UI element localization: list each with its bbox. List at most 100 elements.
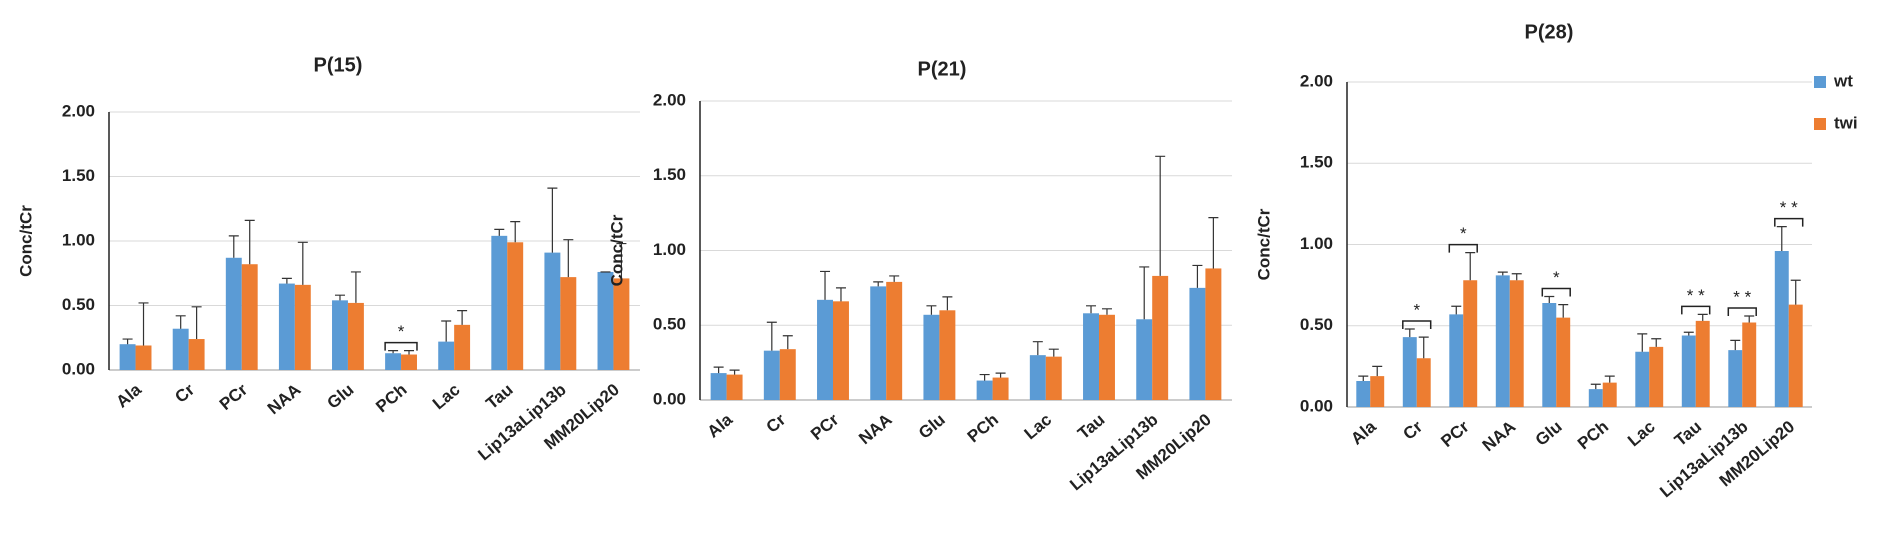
significance-bracket: [384, 341, 418, 351]
error-bar: [1086, 305, 1097, 314]
significance-label: * *: [1687, 286, 1705, 305]
bar: [1029, 355, 1046, 400]
bar: [1742, 322, 1757, 407]
error-bar: [281, 277, 292, 284]
x-tick-label: Glu: [1532, 417, 1566, 450]
bar: [1449, 314, 1464, 407]
error-bar: [1511, 273, 1522, 281]
significance-bracket: [1774, 217, 1804, 227]
significance-label: *: [1413, 300, 1420, 319]
error-bar: [563, 239, 574, 278]
error-bar: [1372, 365, 1383, 377]
error-bar: [510, 221, 521, 243]
bar: [1416, 358, 1431, 407]
x-tick-label: Lac: [1021, 410, 1056, 443]
x-tick-label: Glu: [915, 410, 949, 443]
bar: [347, 302, 364, 370]
bar: [1728, 350, 1743, 407]
error-bar: [835, 287, 846, 302]
error-bar: [979, 373, 990, 381]
x-tick-label: Cr: [171, 380, 198, 407]
significance-label: *: [1553, 268, 1560, 287]
x-tick-label: NAA: [855, 410, 895, 448]
y-tick-label: 0.00: [1300, 396, 1333, 415]
bar: [1649, 346, 1664, 407]
bar: [1205, 268, 1222, 400]
significance-label: *: [1460, 224, 1467, 243]
x-tick-label: NAA: [264, 380, 304, 418]
bar: [225, 257, 242, 370]
bar: [1045, 356, 1062, 400]
x-tick-label: Tau: [1074, 410, 1108, 443]
significance-label: *: [398, 322, 405, 341]
bar: [1356, 381, 1371, 407]
bar: [886, 281, 903, 400]
error-bar: [122, 338, 133, 345]
y-tick-label: 1.50: [653, 165, 686, 184]
error-bar: [1683, 331, 1694, 336]
error-bar: [1101, 308, 1112, 315]
bar: [1542, 303, 1557, 407]
bar: [923, 314, 940, 400]
error-bar: [1358, 375, 1369, 381]
bar: [1602, 382, 1617, 407]
significance-bracket: [1727, 307, 1757, 316]
chart-title: P(21): [918, 58, 967, 80]
x-tick-label: Lac: [429, 380, 464, 413]
error-bar: [1776, 226, 1787, 251]
bar: [597, 271, 614, 370]
legend-swatch: [1814, 118, 1826, 130]
error-bar: [441, 320, 452, 342]
y-tick-label: 2.00: [1300, 71, 1333, 90]
error-bar: [995, 372, 1006, 378]
significance-label: * *: [1780, 198, 1798, 217]
error-bar: [1418, 336, 1429, 359]
bar: [870, 286, 887, 400]
bar: [241, 264, 258, 370]
x-tick-label: Cr: [1400, 417, 1427, 444]
error-bar: [889, 275, 900, 282]
error-bar: [1155, 155, 1166, 276]
error-bar: [1590, 383, 1601, 390]
x-tick-label: PCr: [807, 410, 843, 444]
error-bar: [1637, 333, 1648, 352]
legend-swatch: [1814, 76, 1826, 88]
error-bar: [1192, 264, 1203, 288]
bar: [726, 374, 743, 400]
error-bar: [404, 350, 415, 355]
bar: [332, 300, 348, 370]
error-bar: [244, 219, 255, 265]
error-bar: [297, 241, 308, 285]
significance-label: * *: [1733, 287, 1751, 306]
significance-bracket: [1402, 320, 1432, 329]
bar: [278, 283, 295, 370]
y-tick-label: 1.50: [1300, 153, 1333, 172]
x-tick-label: Ala: [1347, 417, 1380, 449]
error-bar: [926, 305, 937, 315]
bar: [779, 349, 796, 400]
bar: [507, 242, 524, 370]
bar: [939, 310, 956, 400]
y-tick-label: 1.50: [62, 166, 95, 185]
x-tick-label: PCh: [372, 380, 410, 416]
bar: [1152, 275, 1169, 400]
y-tick-label: 0.50: [62, 295, 95, 314]
error-bar: [228, 235, 239, 258]
error-bar: [191, 306, 202, 340]
error-bar: [873, 281, 884, 287]
error-bar: [350, 271, 361, 303]
legend-label: twi: [1834, 113, 1858, 132]
chart-title: P(28): [1525, 21, 1574, 43]
bar: [1509, 280, 1524, 407]
bar: [763, 350, 780, 400]
y-tick-label: 1.00: [62, 230, 95, 249]
y-tick-label: 0.50: [653, 315, 686, 334]
bar: [1370, 376, 1385, 407]
error-bar: [457, 310, 468, 325]
bar: [1635, 351, 1650, 407]
y-tick-label: 1.00: [653, 240, 686, 259]
bar: [1136, 319, 1153, 400]
bar: [1083, 313, 1099, 400]
error-bar: [1208, 217, 1219, 269]
error-bar: [1451, 305, 1462, 315]
